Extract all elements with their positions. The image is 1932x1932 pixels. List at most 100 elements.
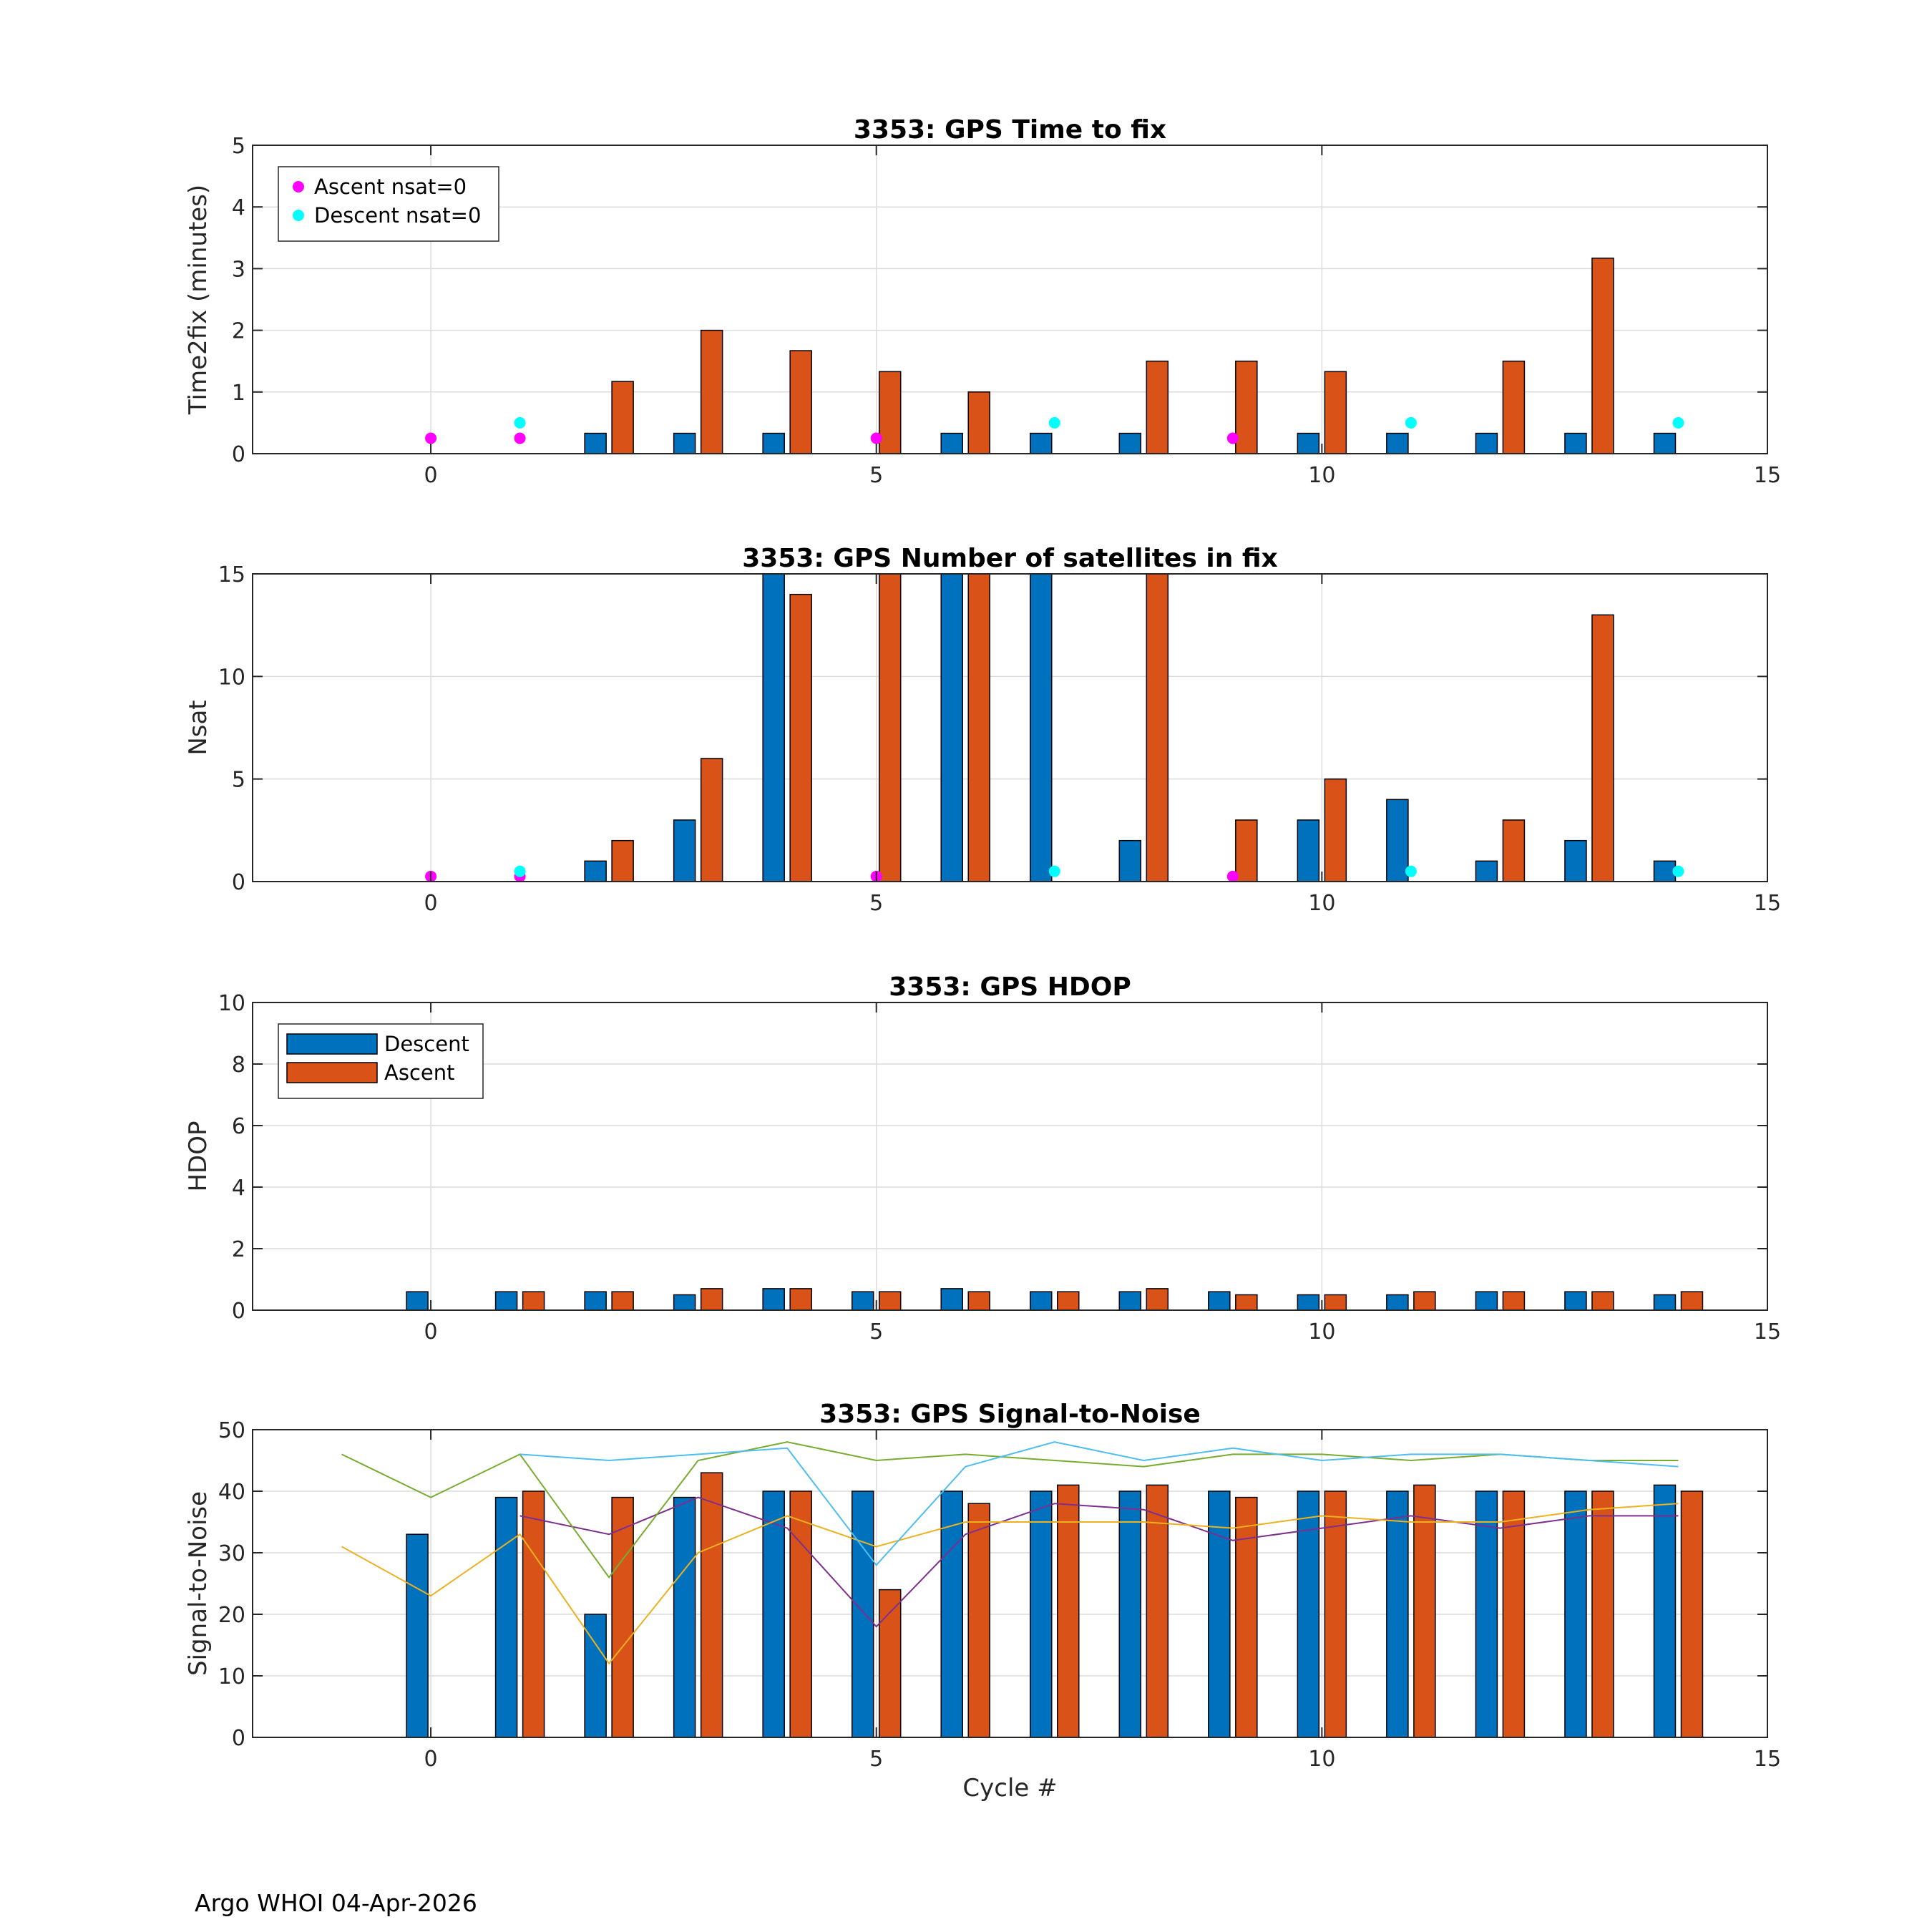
descent-bar bbox=[1653, 1294, 1677, 1310]
legend-ascent-swatch bbox=[286, 1062, 378, 1083]
ascent-bar bbox=[522, 1291, 545, 1310]
ascent-bar bbox=[1235, 819, 1258, 882]
descent-bar bbox=[584, 860, 607, 882]
descent-bar bbox=[673, 432, 696, 454]
ascent-bar bbox=[1235, 1496, 1258, 1737]
plot-area bbox=[253, 1002, 1767, 1310]
ascent-bar bbox=[1324, 1294, 1347, 1310]
descent-bar bbox=[1475, 432, 1498, 454]
descent-bar bbox=[1118, 839, 1142, 882]
descent-nsat0-marker bbox=[1672, 865, 1684, 877]
descent-bar bbox=[1475, 1491, 1498, 1737]
x-tick-label: 0 bbox=[424, 1747, 438, 1772]
ascent-nsat0-marker bbox=[870, 432, 882, 444]
y-tick-label: 5 bbox=[232, 768, 245, 793]
y-axis-label: Time2fix (minutes) bbox=[184, 185, 213, 415]
descent-bar bbox=[494, 1496, 518, 1737]
chart-title: 3353: GPS Signal-to-Noise bbox=[819, 1400, 1201, 1429]
descent-bar bbox=[584, 432, 607, 454]
y-tick-label: 1 bbox=[232, 381, 245, 406]
legend-label: Ascent nsat=0 bbox=[314, 175, 467, 199]
x-axis-label: Cycle # bbox=[962, 1774, 1057, 1802]
ascent-nsat0-marker bbox=[425, 432, 437, 444]
plot-area bbox=[253, 574, 1767, 882]
footer-credit: Argo WHOI 04-Apr-2026 bbox=[195, 1889, 477, 1917]
descent-bar bbox=[406, 1291, 429, 1310]
x-tick-label: 5 bbox=[869, 1747, 883, 1772]
ascent-bar bbox=[1057, 1291, 1080, 1310]
ascent-bar bbox=[878, 574, 902, 882]
descent-bar bbox=[1564, 432, 1587, 454]
x-tick-label: 0 bbox=[424, 891, 438, 916]
descent-bar bbox=[940, 1491, 963, 1737]
chart-title: 3353: GPS HDOP bbox=[889, 972, 1131, 1002]
x-tick-label: 5 bbox=[869, 1319, 883, 1345]
ascent-bar bbox=[1591, 257, 1614, 454]
y-tick-label: 0 bbox=[232, 442, 245, 467]
descent-nsat0-marker bbox=[514, 865, 526, 877]
descent-bar bbox=[1475, 860, 1498, 882]
descent-bar bbox=[851, 1291, 874, 1310]
x-tick-label: 10 bbox=[1308, 891, 1335, 916]
ascent-bar bbox=[1502, 819, 1526, 882]
data-layer bbox=[425, 574, 1684, 882]
ascent-bar bbox=[1146, 360, 1169, 454]
descent-bar bbox=[762, 432, 785, 454]
plot-area bbox=[253, 1430, 1767, 1737]
descent-bar bbox=[1564, 1291, 1587, 1310]
descent-bar bbox=[762, 1288, 785, 1310]
ascent-bar bbox=[1591, 1291, 1614, 1310]
axes-box bbox=[252, 1429, 1768, 1738]
ascent-bar bbox=[700, 1472, 723, 1737]
snr-line bbox=[519, 1441, 1679, 1566]
ascent-bar bbox=[967, 391, 990, 454]
ascent-bar bbox=[700, 1288, 723, 1310]
ascent-bar bbox=[522, 1491, 545, 1737]
ascent-bar bbox=[1502, 1291, 1526, 1310]
y-tick-label: 0 bbox=[232, 870, 245, 895]
y-axis-label: HDOP bbox=[184, 1121, 213, 1191]
x-tick-label: 10 bbox=[1308, 1747, 1335, 1772]
ascent-bar bbox=[1324, 1491, 1347, 1737]
signal-to-noise-chart: 0 5 10 15 0 10 20 30 40 50 3353: GPS Signal-to-Noi… bbox=[184, 1400, 1781, 1802]
descent-nsat0-marker bbox=[1048, 416, 1060, 429]
descent-bar bbox=[1653, 1484, 1677, 1737]
descent-bar bbox=[584, 1291, 607, 1310]
x-tick-label: 5 bbox=[869, 891, 883, 916]
ascent-bar bbox=[967, 1503, 990, 1737]
ascent-bar bbox=[1502, 1491, 1526, 1737]
descent-bar bbox=[1030, 1291, 1053, 1310]
time-to-fix-chart: 0 5 10 15 0 1 2 3 4 5 3353: GPS Time to fix Time2fi… bbox=[184, 115, 1781, 488]
legend: Ascent nsat=0 Descent nsat=0 bbox=[278, 166, 499, 242]
descent-nsat0-marker bbox=[514, 416, 526, 429]
descent-bar bbox=[406, 1533, 429, 1737]
chart-title: 3353: GPS Number of satellites in fix bbox=[742, 544, 1278, 573]
ascent-bar bbox=[878, 371, 902, 454]
ascent-bar bbox=[1324, 778, 1347, 882]
ascent-bar bbox=[700, 329, 723, 454]
legend-label: Descent nsat=0 bbox=[314, 203, 481, 228]
legend-ascent-nsat0-marker bbox=[293, 181, 304, 192]
ascent-bar bbox=[700, 758, 723, 882]
descent-bar bbox=[1297, 432, 1320, 454]
ascent-bar bbox=[1146, 1484, 1169, 1737]
y-tick-label: 40 bbox=[218, 1480, 245, 1505]
y-tick-label: 2 bbox=[232, 319, 245, 344]
ascent-nsat0-marker bbox=[514, 432, 526, 444]
x-tick-label: 15 bbox=[1754, 463, 1781, 488]
descent-bar bbox=[940, 574, 963, 882]
descent-nsat0-marker bbox=[1405, 865, 1417, 877]
x-tick-label: 10 bbox=[1308, 463, 1335, 488]
descent-bar bbox=[1208, 1291, 1231, 1310]
ascent-bar bbox=[1680, 1291, 1704, 1310]
axes-box bbox=[252, 573, 1768, 882]
ascent-nsat0-marker bbox=[1226, 870, 1239, 882]
ascent-bar bbox=[611, 1291, 634, 1310]
descent-bar bbox=[673, 819, 696, 882]
ascent-bar bbox=[1146, 574, 1169, 882]
descent-bar bbox=[1118, 432, 1142, 454]
descent-bar bbox=[1297, 1294, 1320, 1310]
y-tick-label: 4 bbox=[232, 1176, 245, 1201]
ascent-bar bbox=[1057, 1484, 1080, 1737]
y-tick-label: 2 bbox=[232, 1237, 245, 1262]
